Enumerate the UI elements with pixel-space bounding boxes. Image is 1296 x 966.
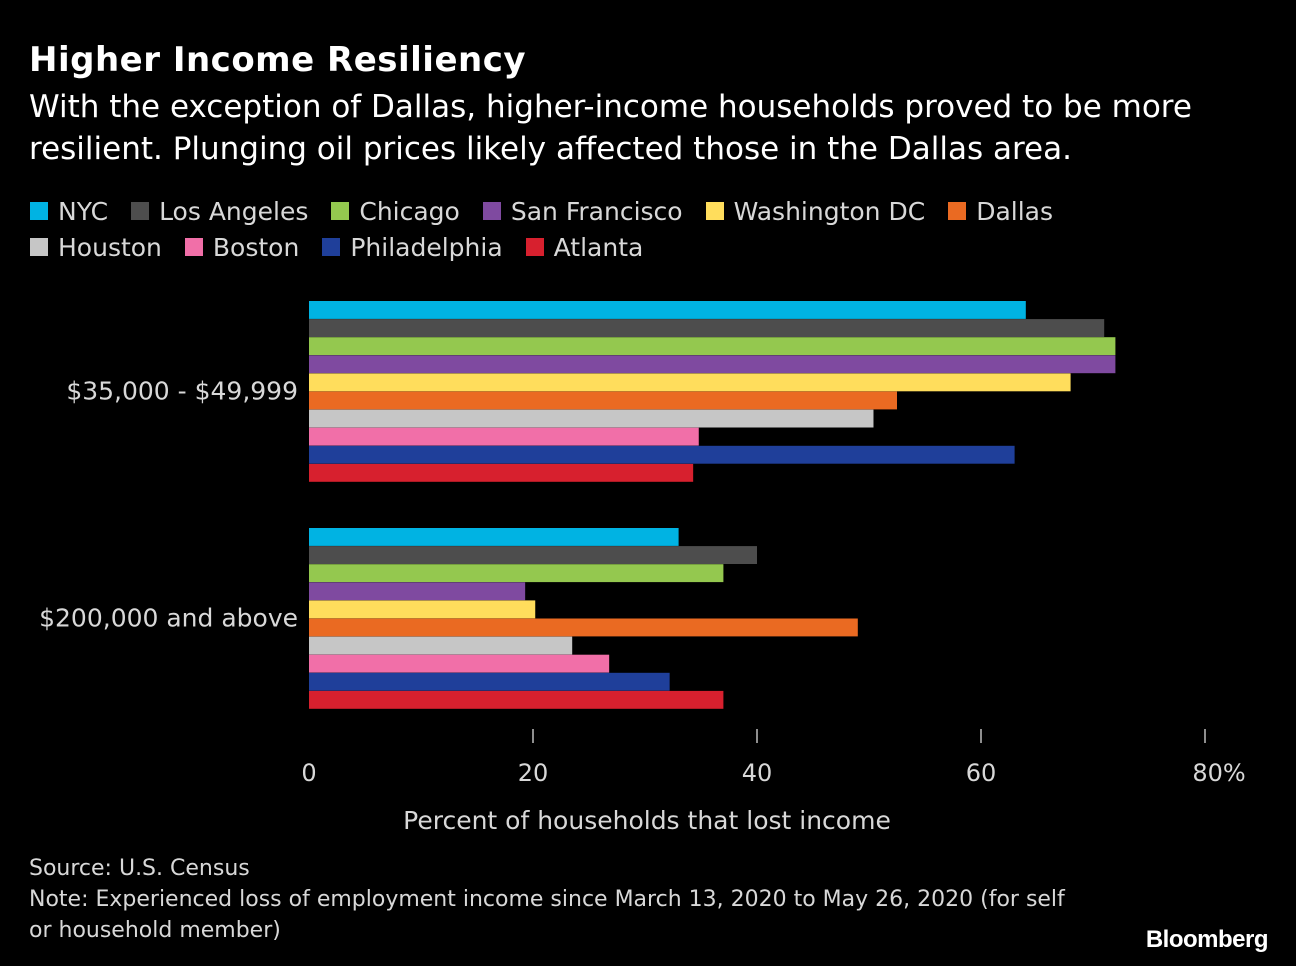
- bar: [309, 355, 1116, 374]
- legend-swatch: [331, 202, 350, 220]
- legend-swatch: [30, 238, 48, 256]
- legend-label: Washington DC: [733, 196, 926, 226]
- bar: [309, 618, 858, 637]
- legend-item: Houston: [30, 233, 162, 262]
- legend-row: NYC Los Angeles Chicago San Francisco Washin…: [30, 193, 1270, 229]
- bar: [309, 546, 757, 564]
- legend-item: Philadelphia: [322, 232, 503, 262]
- bar: [309, 445, 1015, 464]
- bar: [309, 672, 670, 691]
- bar: [309, 528, 679, 546]
- x-axis-title: Percent of households that lost income: [403, 806, 891, 835]
- legend-item: Washington DC: [705, 196, 926, 226]
- category-label: $200,000 and above: [39, 604, 298, 633]
- chart-title: Higher Income Resiliency: [29, 40, 527, 80]
- x-tick-label: 80%: [1192, 759, 1245, 787]
- legend-item: Atlanta: [525, 232, 644, 262]
- bar: [309, 427, 699, 446]
- source-note: Source: U.S. Census Note: Experienced lo…: [29, 853, 1089, 946]
- bar: [309, 337, 1116, 356]
- bar: [309, 301, 1026, 319]
- legend-swatch: [131, 202, 150, 220]
- legend-swatch: [184, 238, 203, 256]
- bar: [309, 373, 1071, 392]
- legend-item: Chicago: [331, 196, 460, 226]
- legend-swatch: [705, 202, 724, 220]
- x-tick-label: 0: [301, 759, 316, 787]
- bar: [309, 463, 694, 482]
- legend-swatch: [482, 202, 501, 220]
- category-label: $35,000 - $49,999: [66, 377, 298, 406]
- legend-swatch: [322, 238, 341, 256]
- legend-label: Atlanta: [553, 232, 644, 262]
- bar: [309, 582, 526, 601]
- bar: [309, 600, 536, 619]
- legend-item: Boston: [184, 232, 300, 262]
- legend-swatch: [30, 202, 48, 220]
- bar: [309, 564, 724, 583]
- legend-item: San Francisco: [482, 196, 683, 226]
- legend-label: San Francisco: [510, 196, 683, 226]
- bar: [309, 409, 874, 428]
- legend-label: Los Angeles: [159, 196, 309, 226]
- bar: [309, 636, 573, 655]
- legend-item: NYC: [30, 197, 108, 226]
- legend-row: Houston Boston Philadelphia Atlanta: [30, 229, 1270, 265]
- legend-label: NYC: [58, 196, 109, 226]
- x-tick-label: 40: [742, 759, 773, 787]
- note-text: Note: Experienced loss of employment inc…: [29, 887, 1065, 943]
- legend-label: Dallas: [976, 196, 1053, 226]
- chart-subtitle: With the exception of Dallas, higher-inc…: [29, 89, 1192, 167]
- legend-swatch: [948, 202, 967, 220]
- legend-label: Houston: [58, 232, 162, 262]
- legend-label: Philadelphia: [350, 232, 503, 262]
- bloomberg-logo: Bloomberg: [1145, 926, 1269, 953]
- bar: [309, 319, 1105, 337]
- legend-item: Los Angeles: [131, 197, 308, 226]
- source-text: Source: U.S. Census: [29, 856, 250, 881]
- x-tick-label: 60: [966, 759, 997, 787]
- bar: [309, 690, 724, 709]
- bar: [309, 654, 610, 673]
- legend-label: Chicago: [359, 196, 460, 226]
- legend-swatch: [525, 238, 544, 256]
- legend: NYC Los Angeles Chicago San Francisco Washin…: [30, 193, 1270, 265]
- legend-label: Boston: [212, 232, 300, 262]
- bar: [309, 391, 897, 410]
- x-tick-label: 20: [518, 759, 549, 787]
- legend-item: Dallas: [948, 197, 1053, 226]
